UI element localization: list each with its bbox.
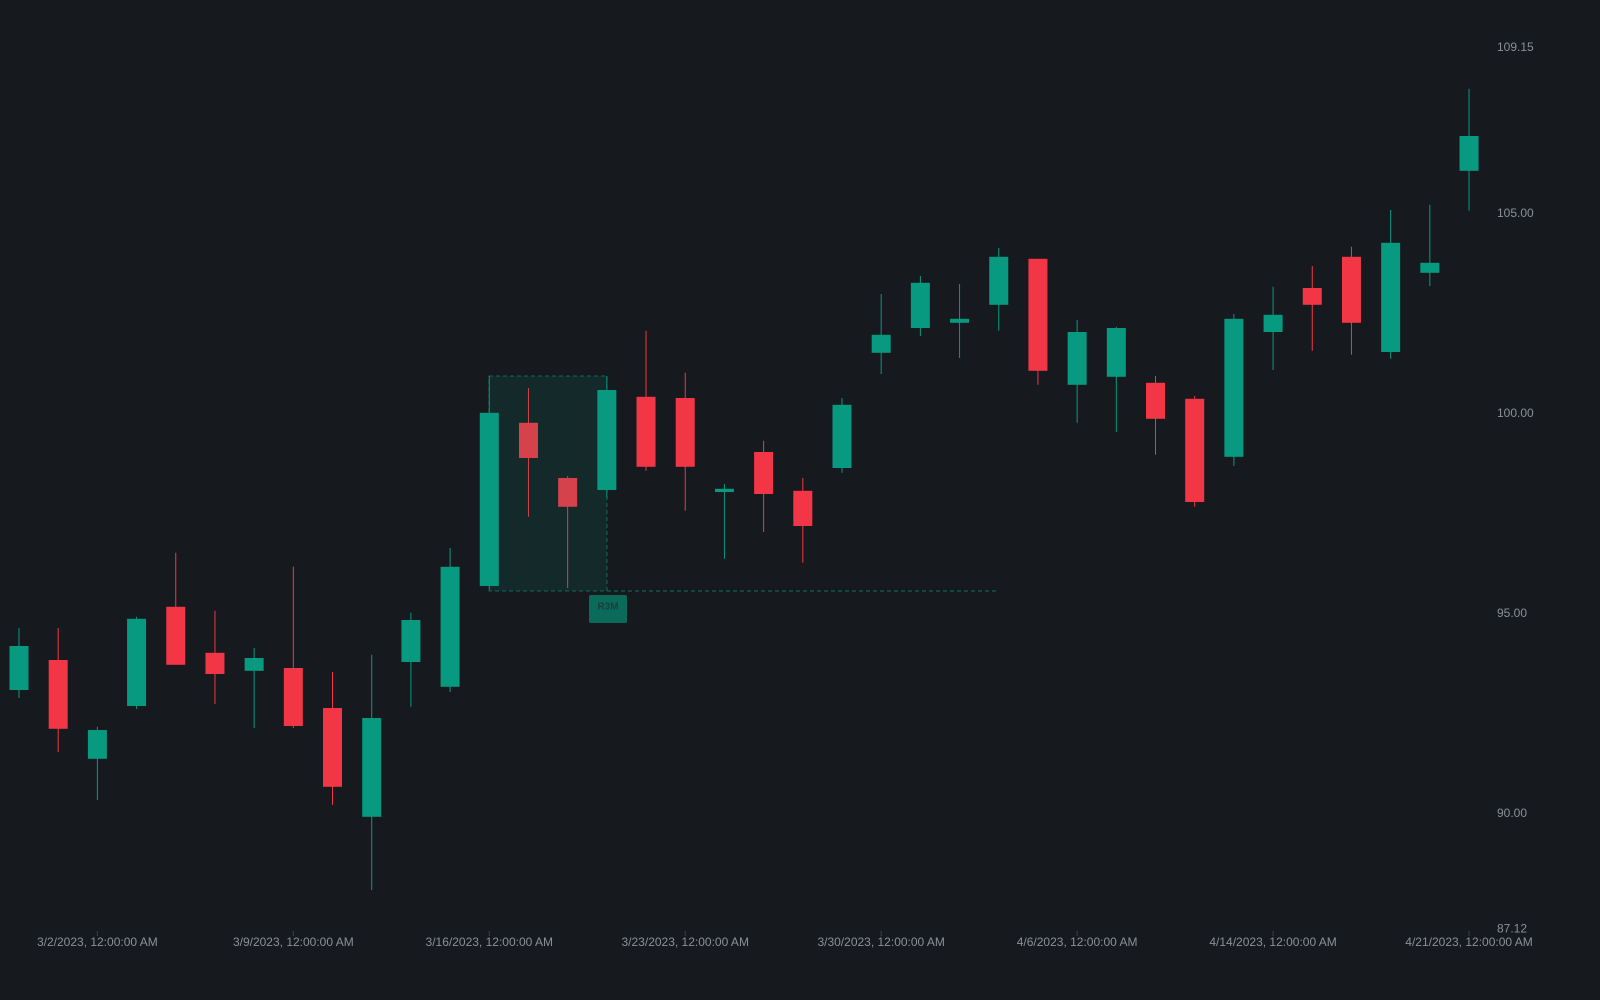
- candle-body: [48, 660, 68, 729]
- candle-body: [636, 396, 656, 467]
- candle-body: [1146, 382, 1166, 419]
- candle-body: [754, 452, 774, 494]
- candle-body: [714, 488, 734, 492]
- annotation-label: R3M: [597, 602, 618, 613]
- candle-body: [127, 618, 147, 706]
- x-tick-label: 4/6/2023, 12:00:00 AM: [1017, 935, 1138, 949]
- selection-box[interactable]: [488, 375, 608, 592]
- candle-body: [244, 658, 264, 671]
- y-tick-label: 87.12: [1497, 921, 1527, 935]
- annotation-badge[interactable]: [589, 595, 627, 623]
- x-tick-label: 3/30/2023, 12:00:00 AM: [817, 935, 944, 949]
- y-tick-label: 90.00: [1497, 806, 1527, 820]
- candle-body: [793, 490, 813, 526]
- candle-body: [362, 718, 382, 817]
- candle-body: [283, 668, 303, 726]
- candle-body: [1224, 318, 1244, 457]
- candle-body: [1028, 258, 1048, 371]
- y-tick-label: 100.00: [1497, 406, 1534, 420]
- candle-body: [1106, 328, 1126, 377]
- x-tick-label: 3/2/2023, 12:00:00 AM: [37, 935, 158, 949]
- candle-body: [87, 730, 107, 759]
- candle-body: [675, 398, 695, 467]
- candle-body: [9, 646, 29, 690]
- candle-body: [1263, 314, 1283, 332]
- x-tick-label: 4/14/2023, 12:00:00 AM: [1209, 935, 1336, 949]
- candle-body: [518, 422, 538, 458]
- candle-body: [166, 606, 186, 665]
- y-tick-label: 95.00: [1497, 606, 1527, 620]
- candle-body: [401, 620, 421, 662]
- candle-body: [989, 256, 1009, 305]
- candle-body: [871, 334, 891, 353]
- x-tick-label: 3/16/2023, 12:00:00 AM: [426, 935, 553, 949]
- candle-body: [950, 318, 970, 323]
- candle-body: [440, 566, 460, 687]
- x-tick-label: 3/23/2023, 12:00:00 AM: [622, 935, 749, 949]
- candle-body: [1459, 136, 1479, 171]
- candle-body: [1185, 398, 1205, 502]
- candle-body: [1381, 242, 1401, 352]
- candle-body: [1302, 288, 1322, 305]
- y-tick-label: 105.00: [1497, 206, 1534, 220]
- candle-body: [1420, 262, 1440, 273]
- candle-body: [558, 478, 578, 507]
- candle-body: [910, 282, 930, 328]
- candle-body: [1341, 256, 1361, 323]
- x-tick-label: 4/21/2023, 12:00:00 AM: [1405, 935, 1532, 949]
- candle-body: [205, 652, 225, 674]
- candle-body: [1067, 332, 1087, 385]
- y-tick-label: 109.15: [1497, 40, 1534, 54]
- x-tick-label: 3/9/2023, 12:00:00 AM: [233, 935, 354, 949]
- candle-body: [832, 404, 852, 468]
- candle-body: [323, 708, 343, 787]
